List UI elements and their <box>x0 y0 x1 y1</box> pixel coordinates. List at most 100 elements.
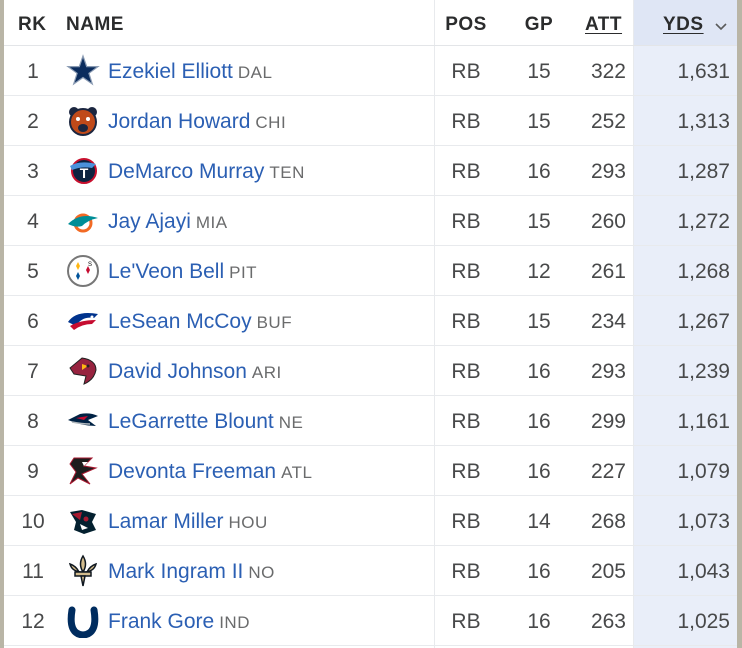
games-played-cell: 15 <box>527 60 551 83</box>
player-name-link[interactable]: LeSean McCoy <box>108 310 252 333</box>
table-row: 11 Mark Ingram II NO RB 16 205 1,043 <box>4 546 737 596</box>
team-abbr: CHI <box>255 113 287 132</box>
player-name-link[interactable]: Frank Gore <box>108 610 215 633</box>
player-name-cell: Le'Veon Bell PIT <box>108 246 257 296</box>
team-abbr: NE <box>278 413 304 432</box>
steelers-logo-icon: S <box>66 254 100 288</box>
table-row: 9 Devonta Freeman ATL RB 16 227 1,079 <box>4 446 737 496</box>
position-cell: RB <box>451 260 481 283</box>
position-cell: RB <box>451 60 481 83</box>
games-played-cell: 12 <box>527 260 551 283</box>
player-name-link[interactable]: Le'Veon Bell <box>108 260 225 283</box>
team-abbr: NO <box>248 563 275 582</box>
colts-horseshoe-icon <box>66 604 100 639</box>
games-played-cell: 16 <box>527 410 551 433</box>
position-cell: RB <box>451 510 481 533</box>
position-cell: RB <box>451 310 481 333</box>
games-played-cell: 15 <box>527 210 551 233</box>
yards-cell: 1,267 <box>677 310 730 333</box>
player-name-link[interactable]: Mark Ingram II <box>108 560 244 583</box>
player-name-link[interactable]: Ezekiel Elliott <box>108 60 233 83</box>
rank-cell: 5 <box>27 260 39 283</box>
attempts-cell: 263 <box>590 610 626 633</box>
header-att-sort-link[interactable]: ATT <box>585 14 623 35</box>
table-row: 5 S Le'Veon Bell PIT RB 12 261 1,268 <box>4 246 737 296</box>
team-abbr: TEN <box>269 163 305 182</box>
falcons-logo-icon <box>66 454 100 488</box>
position-cell: RB <box>451 160 481 183</box>
games-played-cell: 16 <box>527 460 551 483</box>
rank-cell: 4 <box>27 210 39 233</box>
texans-logo-icon <box>66 504 100 538</box>
position-cell: RB <box>451 610 481 633</box>
dolphins-logo-icon <box>66 204 100 238</box>
table-row: 1 Ezekiel Elliott DAL RB 15 322 1,631 <box>4 46 737 96</box>
player-name-cell: Devonta Freeman ATL <box>108 446 313 496</box>
team-abbr: MIA <box>195 213 228 232</box>
player-name-cell: Jay Ajayi MIA <box>108 196 228 246</box>
games-played-cell: 16 <box>527 560 551 583</box>
team-abbr: BUF <box>256 313 293 332</box>
player-name-link[interactable]: Devonta Freeman <box>108 460 277 483</box>
yards-cell: 1,079 <box>677 460 730 483</box>
yards-cell: 1,073 <box>677 510 730 533</box>
player-name-link[interactable]: Lamar Miller <box>108 510 224 533</box>
rank-cell: 10 <box>21 510 45 533</box>
player-name-link[interactable]: LeGarrette Blount <box>108 410 274 433</box>
table-row: 10 Lamar Miller HOU RB 14 268 1,073 <box>4 496 737 546</box>
svg-text:S: S <box>88 262 92 268</box>
attempts-cell: 261 <box>590 260 626 283</box>
yards-cell: 1,161 <box>677 410 730 433</box>
games-played-cell: 15 <box>527 310 551 333</box>
player-name-cell: David Johnson ARI <box>108 346 282 396</box>
games-played-cell: 16 <box>527 360 551 383</box>
sorted-column-highlight <box>633 46 737 648</box>
player-name-cell: Mark Ingram II NO <box>108 546 275 596</box>
header-yds-sort-link[interactable]: YDS <box>663 14 704 35</box>
player-name-cell: Frank Gore IND <box>108 596 250 646</box>
player-name-link[interactable]: Jay Ajayi <box>108 210 191 233</box>
yards-cell: 1,313 <box>677 110 730 133</box>
player-name-cell: LeGarrette Blount NE <box>108 396 303 446</box>
team-abbr: PIT <box>229 263 258 282</box>
header-gp: GP <box>524 14 554 35</box>
team-abbr: IND <box>219 613 250 632</box>
team-abbr: ATL <box>281 463 313 482</box>
yards-cell: 1,239 <box>677 360 730 383</box>
team-abbr: HOU <box>228 513 268 532</box>
attempts-cell: 299 <box>590 410 626 433</box>
attempts-cell: 293 <box>590 160 626 183</box>
games-played-cell: 16 <box>527 160 551 183</box>
rank-cell: 7 <box>27 360 39 383</box>
player-name-cell: LeSean McCoy BUF <box>108 296 292 346</box>
yards-cell: 1,272 <box>677 210 730 233</box>
games-played-cell: 15 <box>527 110 551 133</box>
player-name-cell: Ezekiel Elliott DAL <box>108 46 272 96</box>
yards-cell: 1,025 <box>677 610 730 633</box>
rank-cell: 11 <box>22 560 44 583</box>
rank-cell: 9 <box>27 460 39 483</box>
attempts-cell: 252 <box>590 110 626 133</box>
rank-cell: 3 <box>27 160 39 183</box>
player-name-cell: DeMarco Murray TEN <box>108 146 305 196</box>
player-name-link[interactable]: David Johnson <box>108 360 247 383</box>
rank-cell: 12 <box>21 610 45 633</box>
games-played-cell: 16 <box>527 610 551 633</box>
position-cell: RB <box>451 360 481 383</box>
table-header: RK NAME POS GP ATT YDS <box>4 0 737 46</box>
games-played-cell: 14 <box>527 510 551 533</box>
team-abbr: DAL <box>237 63 273 82</box>
player-name-link[interactable]: DeMarco Murray <box>108 160 265 183</box>
chevron-down-icon[interactable] <box>715 18 727 31</box>
position-cell: RB <box>451 410 481 433</box>
player-name-link[interactable]: Jordan Howard <box>108 110 251 133</box>
table-row: 7 David Johnson ARI RB 16 293 1,239 <box>4 346 737 396</box>
player-name-cell: Jordan Howard CHI <box>108 96 286 146</box>
team-abbr: ARI <box>251 363 282 382</box>
table-row: 6 LeSean McCoy BUF RB 15 234 1,267 <box>4 296 737 346</box>
attempts-cell: 322 <box>590 60 626 83</box>
position-cell: RB <box>451 560 481 583</box>
table-row: 4 Jay Ajayi MIA RB 15 260 1,272 <box>4 196 737 246</box>
header-name: NAME <box>66 14 124 35</box>
attempts-cell: 227 <box>590 460 626 483</box>
